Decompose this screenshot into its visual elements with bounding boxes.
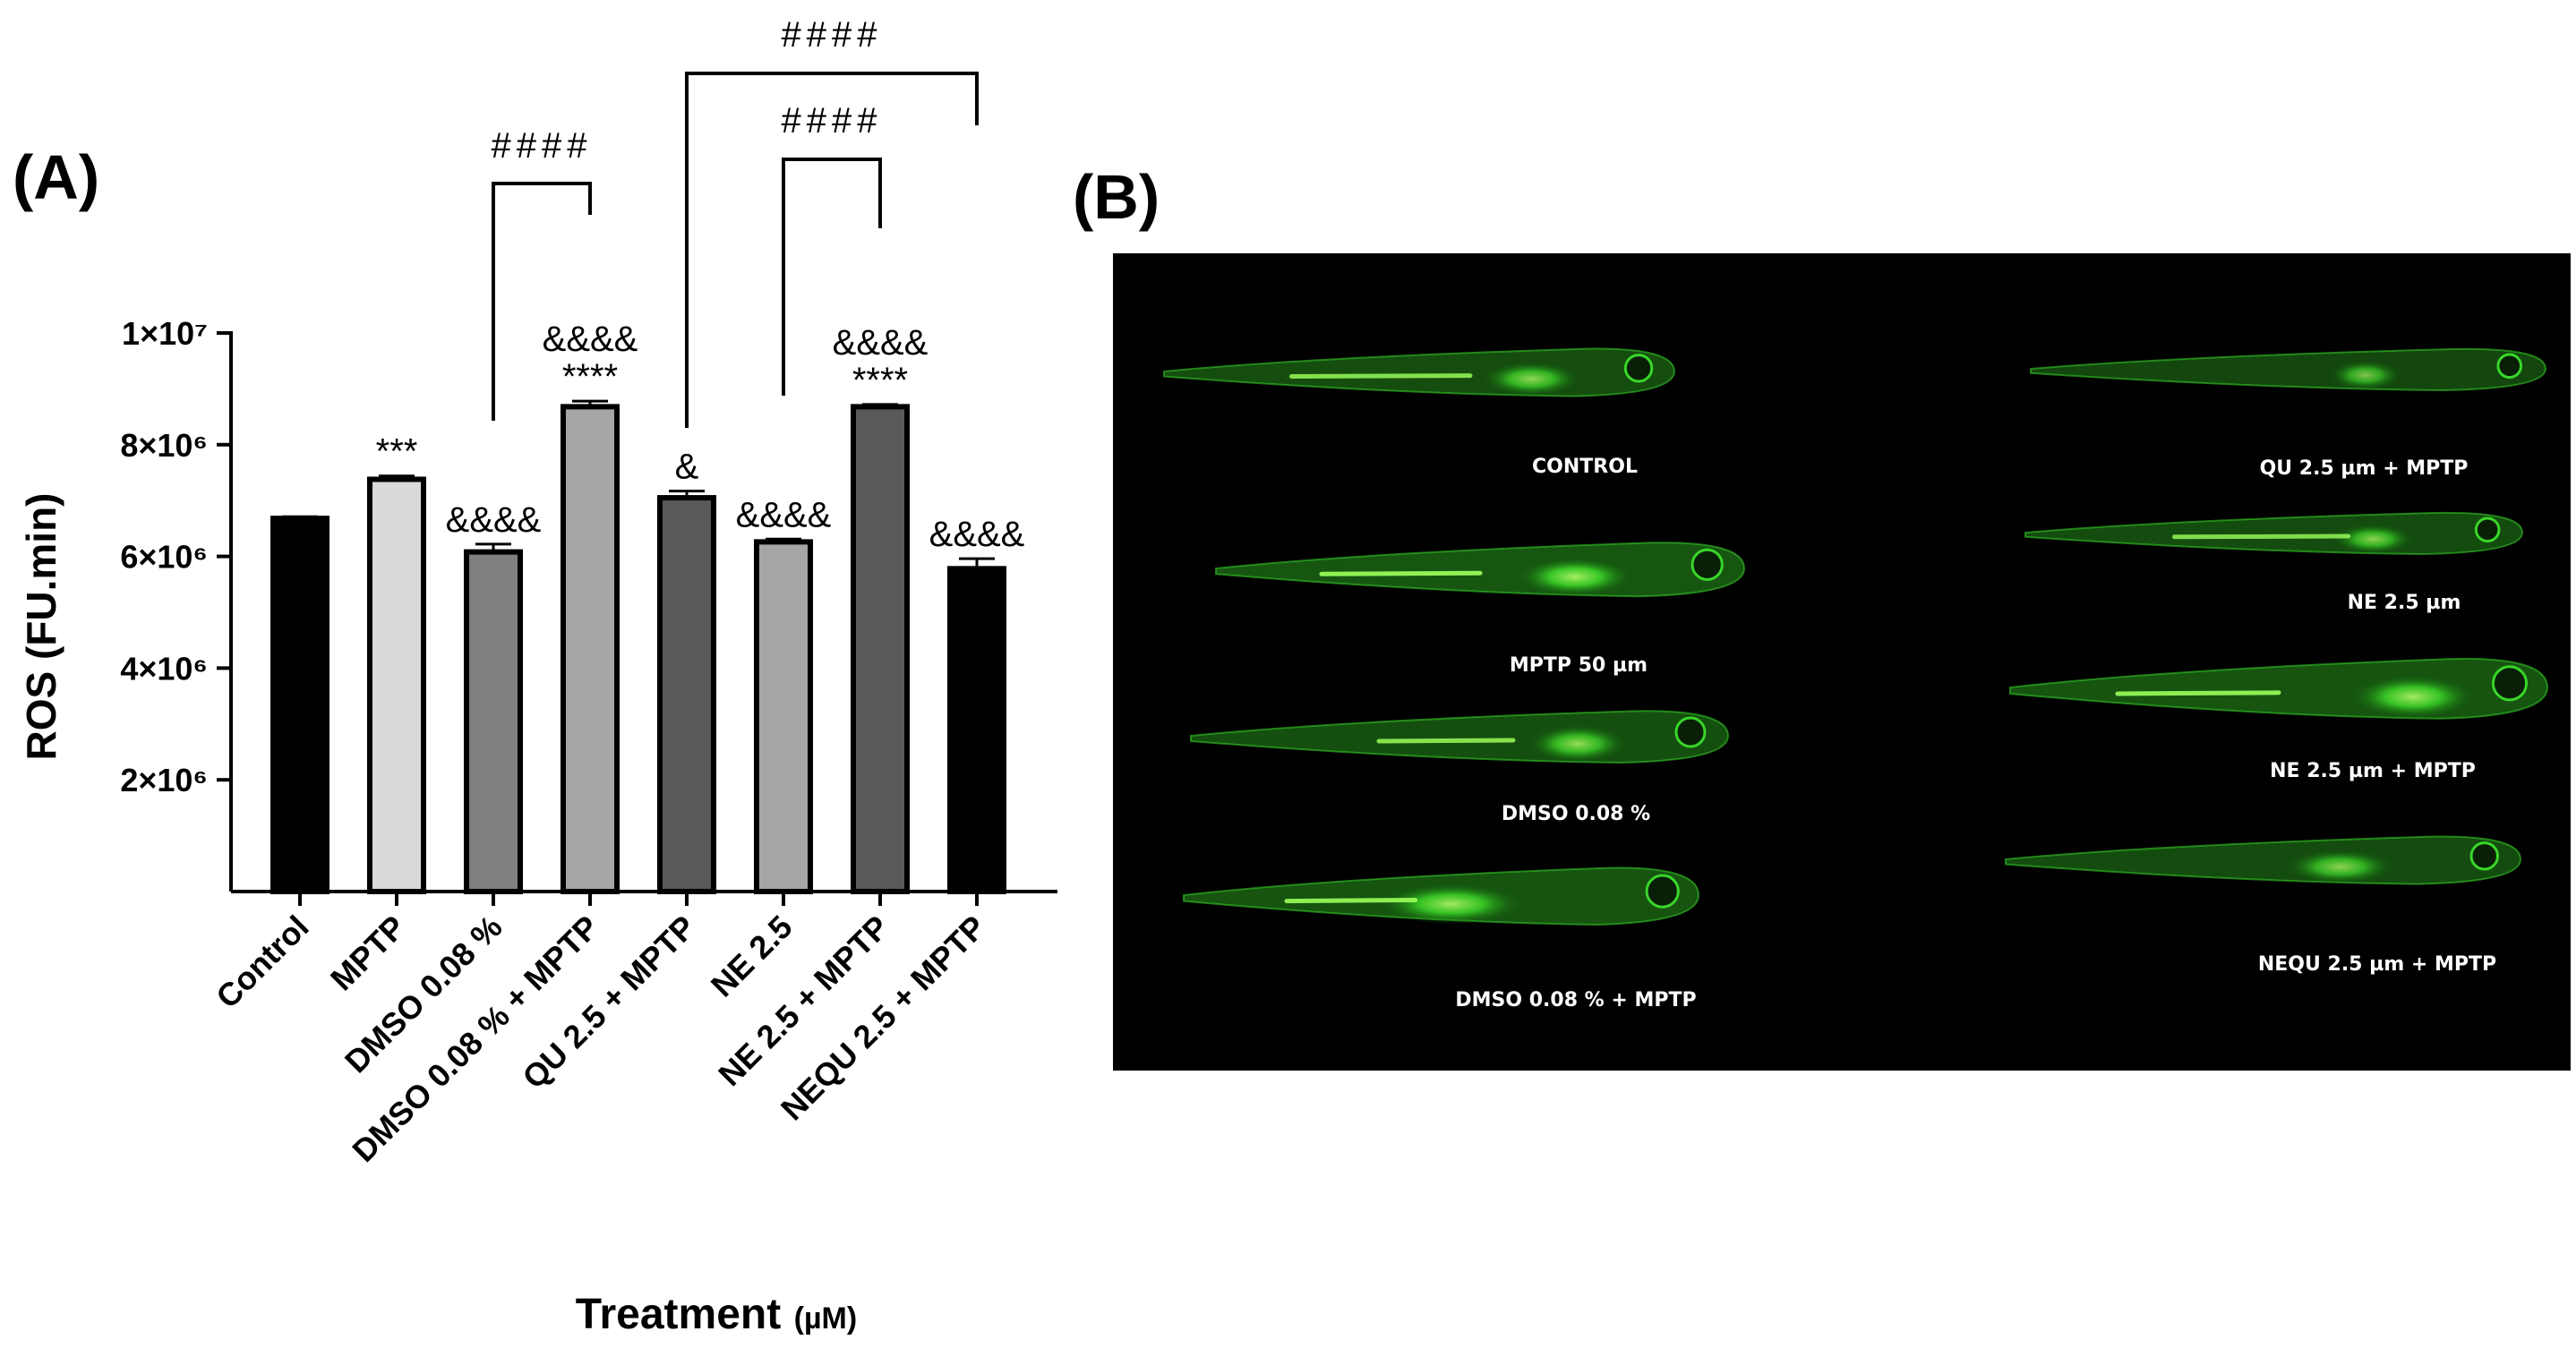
zebrafish-larvae [1163, 347, 2549, 926]
significance-label: &&&& [736, 495, 832, 534]
caption-mptp: MPTP 50 µm [1510, 654, 1647, 677]
significance-label: **** [852, 361, 908, 400]
larva-glow [2286, 849, 2394, 884]
larva-glow [1380, 883, 1523, 925]
significance-label: & [675, 448, 699, 487]
bracket-label: #### [782, 15, 883, 55]
caption-dmso-mptp: DMSO 0.08 % + MPTP [1455, 989, 1696, 1011]
larva-gut-stripe [2115, 690, 2281, 696]
fluorescence-image-panel: CONTROL MPTP 50 µm DMSO 0.08 % DMSO 0.08… [1113, 253, 2571, 1071]
larva-eye [2469, 841, 2499, 871]
comparison-bracket [492, 182, 592, 421]
larva-eye [2496, 353, 2523, 380]
bars [270, 399, 1006, 895]
caption-dmso: DMSO 0.08 % [1502, 803, 1650, 825]
caption-ne: NE 2.5 µm [2348, 592, 2461, 614]
significance-label: &&&& [446, 500, 542, 540]
larva-glow [1528, 725, 1627, 763]
larva-glow [2332, 524, 2414, 554]
y-tick-label: 4×10⁶ [120, 650, 208, 687]
x-tick-label: Control [209, 909, 315, 1015]
larva-eye [2474, 516, 2501, 543]
larva-body [2005, 835, 2522, 885]
zebrafish-larva [1183, 866, 1700, 926]
larva-eye [1623, 354, 1654, 383]
larva-gut-stripe [2172, 533, 2351, 540]
larva-gut-stripe [1319, 570, 1483, 576]
bar [367, 476, 426, 894]
y-axis: 2×10⁶ 4×10⁶ 6×10⁶ 8×10⁶ 1×10⁷ [120, 315, 233, 892]
zebrafish-larva [2030, 347, 2547, 392]
zebrafish-larva [1163, 347, 1676, 397]
ros-bar-chart: 2×10⁶ 4×10⁶ 6×10⁶ 8×10⁶ 1×10⁷ Control MPTPDMS… [18, 15, 1057, 1338]
caption-control: CONTROL [1532, 456, 1638, 478]
y-tick-label: 8×10⁶ [120, 427, 208, 464]
caption-ne-mptp: NE 2.5 µm + MPTP [2270, 760, 2476, 782]
larva-glow [2350, 675, 2476, 719]
bar [657, 495, 716, 895]
zebrafish-larva [2024, 511, 2524, 556]
comparison-bracket [685, 72, 979, 428]
bar [947, 566, 1006, 894]
significance-label: &&&& [543, 320, 638, 359]
larva-body [2030, 347, 2547, 392]
bar [270, 516, 329, 895]
y-axis-title: ROS (FU.min) [18, 493, 64, 761]
panel-b-label: (B) [1073, 162, 1160, 232]
x-tick-label: MPTP [323, 909, 413, 998]
larva-glow [1517, 557, 1634, 597]
significance-annotations: ***&&&&****&&&&&&&&&****&&&&&&&& [376, 320, 1025, 554]
significance-label: &&&& [833, 323, 929, 363]
caption-nequ-mptp: NEQU 2.5 µm + MPTP [2258, 953, 2496, 976]
larva-eye [1690, 548, 1724, 581]
significance-label: &&&& [929, 515, 1025, 554]
larva-glow [1482, 361, 1581, 397]
y-tick-label: 2×10⁶ [120, 762, 208, 798]
significance-label: *** [376, 432, 418, 472]
significance-label: **** [562, 357, 618, 397]
bar [754, 539, 813, 894]
x-axis-title-unit: (µM) [794, 1302, 858, 1336]
larva-glow [2329, 360, 2401, 391]
x-tick-label: QU 2.5 + MPTP [515, 909, 702, 1096]
larva-eye [1674, 716, 1707, 748]
bracket-label: #### [782, 101, 883, 141]
caption-qu-mptp: QU 2.5 µm + MPTP [2260, 457, 2469, 480]
y-tick-label: 6×10⁶ [120, 539, 208, 576]
bar [561, 404, 620, 895]
zebrafish-larva [2005, 835, 2522, 885]
comparison-brackets: #### #### #### [492, 15, 979, 428]
panel-a-label: (A) [13, 142, 99, 212]
zebrafish-larva [1190, 710, 1730, 764]
zebrafish-larva [2009, 657, 2549, 720]
larva-eye [2491, 665, 2529, 702]
larva-gut-stripe [1376, 738, 1516, 744]
larva-eye [1645, 874, 1680, 909]
x-axis-title-main: Treatment [576, 1291, 781, 1338]
bar [464, 549, 523, 894]
zebrafish-larva [1215, 542, 1746, 598]
larva-gut-stripe [1284, 898, 1418, 904]
x-tick-label: NE 2.5 + MPTP [711, 909, 896, 1094]
larva-gut-stripe [1289, 373, 1473, 380]
x-tick-label: NE 2.5 [704, 909, 800, 1004]
x-axis-title: Treatment (µM) [576, 1291, 857, 1338]
bar [851, 404, 910, 895]
comparison-bracket [782, 158, 882, 396]
bracket-label: #### [492, 126, 593, 166]
y-tick-label: 1×10⁷ [122, 315, 208, 352]
